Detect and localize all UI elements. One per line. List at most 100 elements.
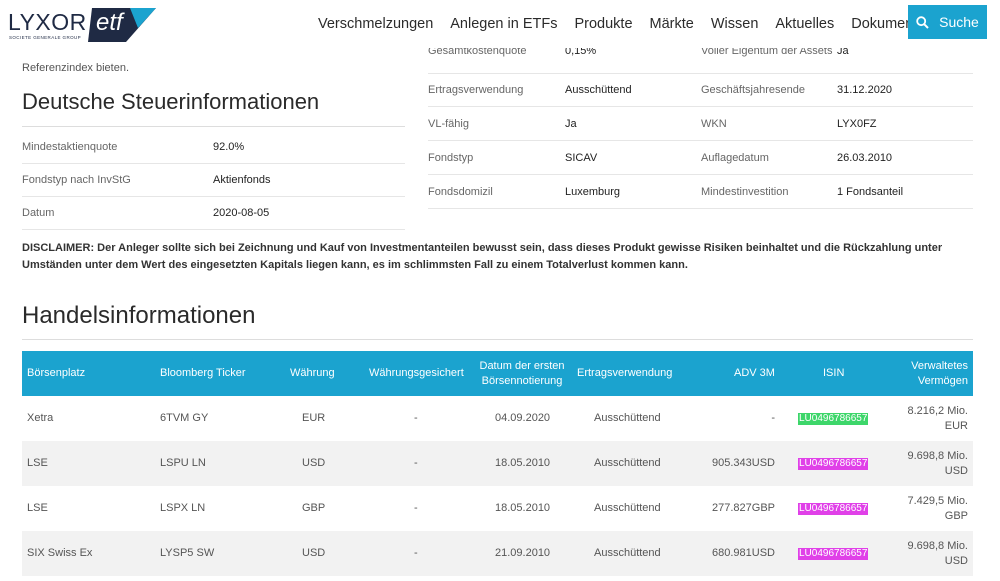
- cell-adv: 905.343USD: [712, 457, 775, 469]
- table-row: LSE LSPX LN GBP - 18.05.2010 Ausschüttend 277.…: [22, 486, 973, 531]
- col-header-datum: Datum der ersten Börsennotierung: [472, 351, 572, 396]
- cell-vermoegen-line2: EUR: [944, 419, 968, 432]
- cell-datum: 18.05.2010: [495, 502, 551, 514]
- divider: [22, 339, 973, 340]
- cell-adv: 680.981USD: [712, 547, 775, 559]
- intro-text-fragment: Referenzindex bieten.: [22, 62, 130, 74]
- col-header-ertrag: Ertragsverwendung: [577, 367, 673, 379]
- cell-isin: LU0496786657: [798, 396, 869, 441]
- cell-vermoegen: 8.216,2 Mio. EUR: [882, 396, 968, 441]
- table-row: LSE LSPU LN USD - 18.05.2010 Ausschüttend 905.…: [22, 441, 973, 486]
- col-header-gesichert: Währungsgesichert: [369, 367, 464, 379]
- cell-adv: 277.827GBP: [712, 502, 775, 514]
- cell-vermoegen-line1: 9.698,8 Mio.: [907, 449, 968, 462]
- cell-vermoegen: 9.698,8 Mio. USD: [882, 441, 968, 486]
- nav-item-dokumente[interactable]: Dokumente: [851, 16, 926, 32]
- info-key: Fondstyp: [428, 151, 474, 164]
- cell-boersenplatz: SIX Swiss Ex: [27, 547, 93, 559]
- info-row: VL-fähig Ja WKN LYX0FZ: [428, 107, 973, 141]
- col-header-datum-line2: Börsennotierung: [481, 374, 563, 387]
- tax-row: Mindestaktienquote 92.0%: [22, 131, 405, 164]
- cell-ticker: LSPU LN: [160, 457, 206, 469]
- tax-key: Mindestaktienquote: [22, 141, 118, 153]
- cell-waehrung: EUR: [302, 412, 326, 424]
- cell-ertrag: Ausschüttend: [594, 547, 661, 559]
- cell-boersenplatz: LSE: [27, 502, 48, 514]
- info-key: WKN: [701, 117, 727, 130]
- cell-vermoegen-line1: 9.698,8 Mio.: [907, 539, 968, 552]
- cell-isin: LU0496786657: [798, 531, 869, 576]
- tax-row: Fondstyp nach InvStG Aktienfonds: [22, 164, 405, 197]
- info-value: Ja: [565, 117, 577, 130]
- col-header-waehrung: Währung: [290, 367, 335, 379]
- cell-waehrung: GBP: [302, 502, 326, 514]
- table-row: Xetra 6TVM GY EUR - 04.09.2020 Ausschüttend - L…: [22, 396, 973, 441]
- cell-gesichert: -: [414, 502, 418, 514]
- cell-gesichert: -: [414, 457, 418, 469]
- info-value: LYX0FZ: [837, 117, 877, 130]
- trading-section-title: Handelsinformationen: [22, 302, 256, 329]
- cell-ticker: 6TVM GY: [160, 412, 209, 424]
- info-key: Geschäftsjahresende: [701, 83, 805, 96]
- info-row: Fondstyp SICAV Auflagedatum 26.03.2010: [428, 141, 973, 175]
- nav-item-produkte[interactable]: Produkte: [574, 16, 633, 32]
- divider: [22, 126, 405, 127]
- nav-item-anlegen[interactable]: Anlegen in ETFs: [450, 16, 558, 32]
- info-value: Ja: [837, 44, 849, 57]
- col-header-vermoegen: Verwaltetes Vermögen: [892, 351, 968, 396]
- info-key: Auflagedatum: [701, 151, 769, 164]
- tax-value: 2020-08-05: [213, 207, 270, 219]
- cell-vermoegen-line1: 7.429,5 Mio.: [907, 494, 968, 507]
- info-key: Mindestinvestition: [701, 185, 789, 198]
- isin-highlight[interactable]: LU0496786657: [798, 412, 869, 425]
- cell-vermoegen: 7.429,5 Mio. GBP: [882, 486, 968, 531]
- table-row: SIX Swiss Ex LYSP5 SW USD - 21.09.2010 Aussch…: [22, 531, 973, 576]
- col-header-vermoegen-line1: Verwaltetes: [911, 359, 968, 372]
- nav-item-aktuelles[interactable]: Aktuelles: [775, 16, 835, 32]
- cell-vermoegen: 9.698,8 Mio. USD: [882, 531, 968, 576]
- col-header-ticker: Bloomberg Ticker: [160, 367, 246, 379]
- cell-waehrung: USD: [302, 547, 326, 559]
- cell-datum: 21.09.2010: [495, 547, 551, 559]
- col-header-datum-line1: Datum der ersten: [479, 359, 565, 372]
- cell-boersenplatz: LSE: [27, 457, 48, 469]
- isin-highlight[interactable]: LU0496786657: [798, 457, 869, 470]
- logo-etf-text: etf: [96, 9, 123, 36]
- info-key: VL-fähig: [428, 117, 469, 130]
- nav-item-wissen[interactable]: Wissen: [710, 16, 759, 32]
- search-button[interactable]: Suche: [908, 5, 987, 39]
- etf-badge-icon: [88, 8, 156, 42]
- logo-subtitle: SOCIETE GENERALE GROUP: [9, 35, 82, 40]
- lyxor-etf-logo[interactable]: LYXOR SOCIETE GENERALE GROUP etf: [8, 6, 156, 42]
- cell-ertrag: Ausschüttend: [594, 412, 661, 424]
- cell-datum: 18.05.2010: [495, 457, 551, 469]
- cell-boersenplatz: Xetra: [27, 412, 54, 424]
- cell-vermoegen-line2: USD: [944, 464, 968, 477]
- cell-ticker: LYSP5 SW: [160, 547, 215, 559]
- cell-ticker: LSPX LN: [160, 502, 206, 514]
- info-value: Luxemburg: [565, 185, 621, 198]
- tax-value: Aktienfonds: [213, 174, 271, 186]
- nav-item-maerkte[interactable]: Märkte: [649, 16, 694, 32]
- col-header-adv: ADV 3M: [734, 367, 775, 379]
- tax-key: Datum: [22, 207, 55, 219]
- info-value: SICAV: [565, 151, 598, 164]
- cell-adv: -: [771, 412, 775, 424]
- cell-gesichert: -: [414, 412, 418, 424]
- search-label: Suche: [939, 14, 979, 30]
- nav-item-verschmelzungen[interactable]: Verschmelzungen: [318, 16, 434, 32]
- cell-datum: 04.09.2020: [495, 412, 551, 424]
- info-value: 26.03.2010: [837, 151, 893, 164]
- info-row: Ertragsverwendung Ausschüttend Geschäfts…: [428, 73, 973, 107]
- info-value: 31.12.2020: [837, 83, 893, 96]
- site-header: LYXOR SOCIETE GENERALE GROUP etf Verschm…: [0, 0, 1000, 48]
- isin-highlight[interactable]: LU0496786657: [798, 547, 869, 560]
- cell-waehrung: USD: [302, 457, 326, 469]
- col-header-isin: ISIN: [823, 367, 845, 379]
- table-header: Börsenplatz Bloomberg Ticker Währung Wäh…: [22, 351, 973, 396]
- cell-isin: LU0496786657: [798, 486, 869, 531]
- isin-highlight[interactable]: LU0496786657: [798, 502, 869, 515]
- info-key: Fondsdomizil: [428, 185, 493, 198]
- info-row: Fondsdomizil Luxemburg Mindestinvestitio…: [428, 175, 973, 209]
- cell-vermoegen-line2: USD: [944, 554, 968, 567]
